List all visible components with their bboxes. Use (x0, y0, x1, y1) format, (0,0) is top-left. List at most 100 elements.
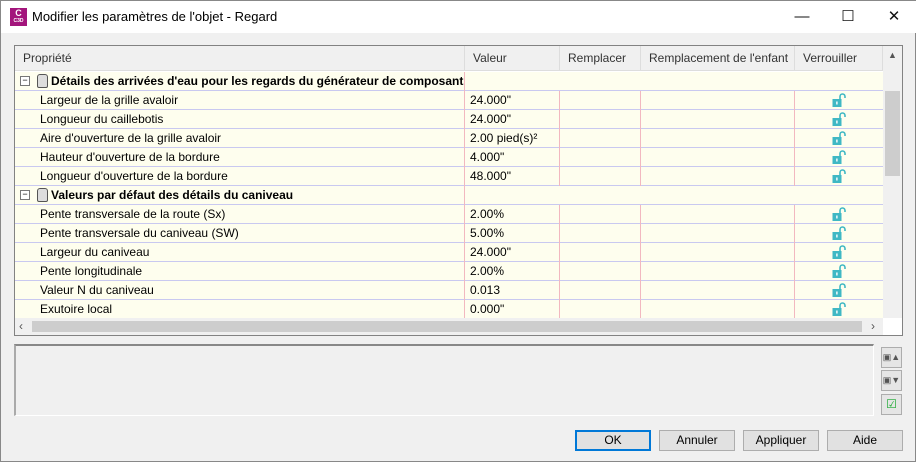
property-value[interactable]: 2.00% (465, 262, 560, 281)
column-header-override[interactable]: Remplacer (560, 46, 641, 71)
unlocked-padlock-icon[interactable] (795, 281, 883, 300)
property-value[interactable]: 24.000" (465, 110, 560, 129)
child-override-cell[interactable] (641, 243, 795, 262)
child-override-cell[interactable] (641, 262, 795, 281)
property-value[interactable]: 5.00% (465, 224, 560, 243)
app-icon-letter: C (15, 8, 22, 18)
unlocked-padlock-icon[interactable] (795, 300, 883, 319)
property-value[interactable]: 0.013 (465, 281, 560, 300)
override-cell[interactable] (560, 243, 641, 262)
child-override-cell[interactable] (641, 205, 795, 224)
unlocked-padlock-icon[interactable] (795, 110, 883, 129)
property-value[interactable]: 2.00% (465, 205, 560, 224)
collapse-toggle-icon[interactable]: − (20, 76, 30, 86)
unlocked-padlock-icon[interactable] (795, 91, 883, 110)
property-row[interactable]: Aire d'ouverture de la grille avaloir 2.… (15, 129, 883, 148)
property-row[interactable]: Pente transversale de la route (Sx) 2.00… (15, 205, 883, 224)
child-override-cell[interactable] (641, 167, 795, 186)
group-label: Détails des arrivées d'eau pour les rega… (51, 72, 465, 91)
unlocked-padlock-icon[interactable] (795, 262, 883, 281)
property-value[interactable]: 4.000" (465, 148, 560, 167)
horizontal-scrollbar[interactable]: ‹ › (15, 318, 883, 335)
override-cell[interactable] (560, 110, 641, 129)
override-cell[interactable] (560, 129, 641, 148)
cancel-button[interactable]: Annuler (659, 430, 735, 451)
unlocked-padlock-icon[interactable] (795, 148, 883, 167)
expand-all-button[interactable]: ▣▼ (881, 370, 902, 391)
unlocked-padlock-icon[interactable] (795, 243, 883, 262)
minimize-button[interactable]: — (794, 8, 810, 25)
property-label: Valeur N du caniveau (35, 281, 465, 300)
collapse-all-button[interactable]: ▣▲ (881, 347, 902, 368)
ok-button[interactable]: OK (575, 430, 651, 451)
close-button[interactable]: ✕ (887, 8, 901, 25)
override-cell[interactable] (560, 300, 641, 319)
title-bar: C C3D Modifier les paramètres de l'objet … (1, 1, 916, 33)
child-override-cell[interactable] (641, 129, 795, 148)
column-header-child-override[interactable]: Remplacement de l'enfant (641, 46, 795, 71)
override-cell[interactable] (560, 91, 641, 110)
property-row[interactable]: Exutoire local 0.000" (15, 300, 883, 319)
property-value[interactable]: 0.000" (465, 300, 560, 319)
group-row[interactable]: − Détails des arrivées d'eau pour les re… (15, 72, 883, 91)
app-icon: C C3D (10, 8, 27, 26)
child-override-cell[interactable] (641, 110, 795, 129)
scroll-left-icon[interactable]: ‹ (19, 319, 23, 333)
property-row[interactable]: Pente longitudinale 2.00% (15, 262, 883, 281)
child-override-cell[interactable] (641, 281, 795, 300)
scroll-right-icon[interactable]: › (871, 319, 875, 333)
apply-button[interactable]: Appliquer (743, 430, 819, 451)
grid-header: Propriété Valeur Remplacer Remplacement … (15, 46, 883, 71)
child-override-cell[interactable] (641, 148, 795, 167)
vertical-scroll-thumb[interactable] (885, 91, 900, 176)
checkbox-icon[interactable]: ☑ (881, 394, 902, 415)
property-value[interactable]: 24.000" (465, 91, 560, 110)
property-grid: Propriété Valeur Remplacer Remplacement … (14, 45, 903, 336)
scroll-up-icon[interactable]: ▲ (888, 50, 897, 60)
unlocked-padlock-icon[interactable] (795, 224, 883, 243)
property-value[interactable]: 48.000" (465, 167, 560, 186)
window-title: Modifier les paramètres de l'objet - Reg… (32, 9, 278, 24)
unlocked-padlock-icon[interactable] (795, 205, 883, 224)
property-row[interactable]: Valeur N du caniveau 0.013 (15, 281, 883, 300)
override-cell[interactable] (560, 167, 641, 186)
property-label: Largeur de la grille avaloir (35, 91, 465, 110)
property-value[interactable]: 2.00 pied(s)² (465, 129, 560, 148)
column-header-lock[interactable]: Verrouiller (795, 46, 883, 71)
column-header-value[interactable]: Valeur (465, 46, 560, 71)
property-row[interactable]: Largeur du caniveau 24.000" (15, 243, 883, 262)
group-label: Valeurs par défaut des détails du canive… (51, 186, 465, 205)
override-cell[interactable] (560, 224, 641, 243)
property-row[interactable]: Largeur de la grille avaloir 24.000" (15, 91, 883, 110)
group-row[interactable]: − Valeurs par défaut des détails du cani… (15, 186, 883, 205)
category-icon (37, 74, 48, 88)
column-header-property[interactable]: Propriété (15, 46, 465, 71)
unlocked-padlock-icon[interactable] (795, 129, 883, 148)
property-label: Hauteur d'ouverture de la bordure (35, 148, 465, 167)
property-label: Pente transversale du caniveau (SW) (35, 224, 465, 243)
override-cell[interactable] (560, 262, 641, 281)
property-label: Longueur du caillebotis (35, 110, 465, 129)
property-row[interactable]: Pente transversale du caniveau (SW) 5.00… (15, 224, 883, 243)
property-label: Pente longitudinale (35, 262, 465, 281)
override-cell[interactable] (560, 281, 641, 300)
property-row[interactable]: Longueur du caillebotis 24.000" (15, 110, 883, 129)
horizontal-scroll-thumb[interactable] (32, 321, 862, 332)
collapse-toggle-icon[interactable]: − (20, 190, 30, 200)
maximize-button[interactable]: ☐ (841, 8, 855, 25)
help-button[interactable]: Aide (827, 430, 903, 451)
child-override-cell[interactable] (641, 300, 795, 319)
child-override-cell[interactable] (641, 91, 795, 110)
property-row[interactable]: Hauteur d'ouverture de la bordure 4.000" (15, 148, 883, 167)
child-override-cell[interactable] (641, 224, 795, 243)
vertical-scrollbar[interactable]: ▲ (883, 46, 902, 318)
override-cell[interactable] (560, 148, 641, 167)
property-label: Largeur du caniveau (35, 243, 465, 262)
property-value[interactable]: 24.000" (465, 243, 560, 262)
override-cell[interactable] (560, 205, 641, 224)
group-spacer (465, 72, 883, 91)
app-icon-sub: C3D (13, 18, 24, 24)
property-row[interactable]: Longueur d'ouverture de la bordure 48.00… (15, 167, 883, 186)
property-label: Aire d'ouverture de la grille avaloir (35, 129, 465, 148)
unlocked-padlock-icon[interactable] (795, 167, 883, 186)
